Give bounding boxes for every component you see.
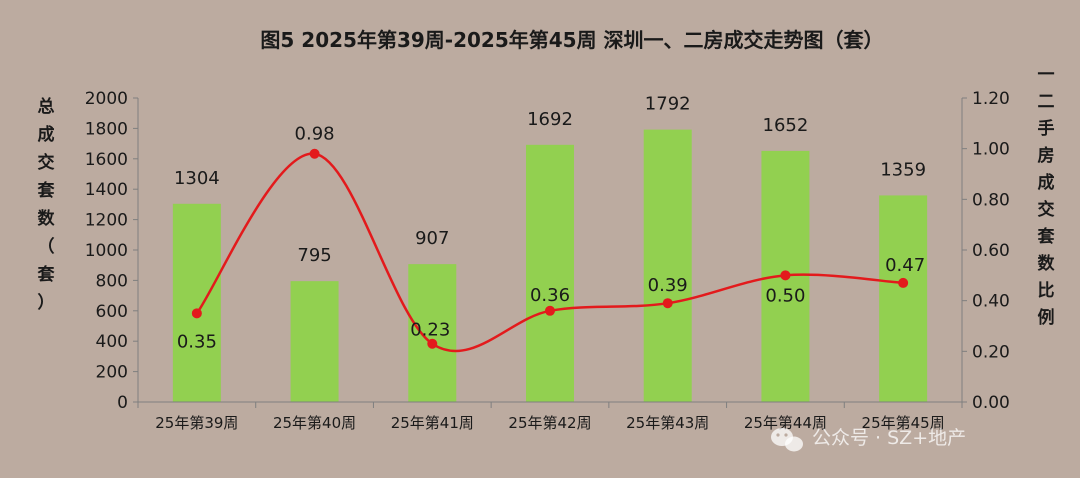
right-axis-title-char: 交 <box>1038 199 1055 220</box>
left-axis-title-char: 数 <box>38 208 56 229</box>
ratio-data-label: 0.36 <box>530 285 570 306</box>
bar-data-label: 907 <box>415 228 449 249</box>
ratio-line <box>195 152 904 353</box>
left-axis: 0 200 400 600 800 1000 1200 1400 1600 1800 2000 <box>85 89 139 413</box>
right-axis-title-char: 二 <box>1038 92 1055 112</box>
left-axis-title-char: 成 <box>38 124 55 145</box>
ratio-data-label: 0.23 <box>410 320 450 341</box>
ratio-point <box>780 270 791 281</box>
chart-title: 图5 2025年第39周-2025年第45周 深圳一、二房成交走势图（套） <box>260 28 883 52</box>
bar <box>526 144 574 403</box>
left-tick-label: 1800 <box>85 119 128 139</box>
bar-data-label: 1692 <box>527 109 573 130</box>
right-tick-label: 0.00 <box>972 393 1010 413</box>
right-tick-label: 0.40 <box>972 292 1010 312</box>
right-tick-label: 0.60 <box>972 241 1010 261</box>
ratio-data-label: 0.39 <box>648 275 688 296</box>
left-tick-label: 1600 <box>85 150 128 170</box>
x-tick-label: 25年第39周 <box>155 414 238 432</box>
right-axis-title-char: 成 <box>1038 172 1055 193</box>
watermark-text: 公众号 · SZ+地产 <box>812 427 966 449</box>
bar <box>408 264 457 402</box>
right-axis-title-char: 套 <box>1037 226 1056 247</box>
watermark-group: 公众号 · SZ+地产 <box>771 427 966 452</box>
left-tick-label: 1000 <box>85 241 128 261</box>
right-tick-label: 1.20 <box>972 89 1010 109</box>
bar-data-label: 1359 <box>880 159 926 180</box>
left-axis-title-char: 交 <box>38 152 55 173</box>
bar-data-label: 1792 <box>645 94 691 115</box>
left-axis-title-char: 总 <box>38 96 55 117</box>
x-axis: 25年第39周 25年第40周 25年第41周 25年第42周 25年第43周 25年第4… <box>137 401 963 432</box>
left-tick-label: 800 <box>96 271 128 291</box>
right-axis-title-char: 房 <box>1038 145 1055 166</box>
ratio-point <box>427 338 438 349</box>
ratio-point <box>898 277 909 288</box>
wechat-icon <box>771 428 803 452</box>
left-axis-title-char: （ <box>38 236 55 257</box>
x-tick-label: 25年第43周 <box>626 414 709 432</box>
left-axis-title-char: 套 <box>37 264 56 285</box>
x-tick-label: 25年第40周 <box>273 414 356 432</box>
right-axis-title-char: 数 <box>1038 253 1056 274</box>
ratio-line-group <box>191 148 909 353</box>
right-axis-title-char: 比 <box>1038 280 1055 301</box>
ratio-data-label: 0.98 <box>295 124 335 145</box>
ratio-point <box>191 308 202 319</box>
left-tick-label: 1200 <box>85 211 128 231</box>
left-tick-label: 600 <box>96 302 128 322</box>
left-tick-label: 1400 <box>85 180 128 200</box>
data-labels-group: 1304 795 907 1692 1792 1652 1359 0.35 0.98 0.23 0.… <box>174 94 926 353</box>
bar-data-label: 795 <box>297 245 331 266</box>
right-tick-label: 1.00 <box>972 140 1010 160</box>
bar <box>172 203 221 402</box>
left-tick-label: 0 <box>117 393 128 413</box>
ratio-data-label: 0.50 <box>765 285 805 306</box>
bar-data-label: 1304 <box>174 168 220 189</box>
right-tick-label: 0.80 <box>972 190 1010 210</box>
right-tick-label: 0.20 <box>972 342 1010 362</box>
bars-group <box>172 129 928 403</box>
right-axis-title-char: 例 <box>1038 307 1055 328</box>
right-axis: 0.00 0.20 0.40 0.60 0.80 1.00 1.20 <box>961 89 1010 413</box>
ratio-point <box>545 305 555 316</box>
left-tick-label: 2000 <box>85 89 128 109</box>
left-axis-title-char: ） <box>38 292 55 313</box>
ratio-point <box>309 148 320 159</box>
left-tick-label: 200 <box>96 363 128 383</box>
left-tick-label: 400 <box>96 332 128 352</box>
x-tick-label: 25年第44周 <box>744 414 827 432</box>
bar-data-label: 1652 <box>763 115 809 136</box>
right-axis-title-char: 手 <box>1038 118 1055 139</box>
ratio-data-label: 0.35 <box>177 331 217 352</box>
bar <box>879 195 928 402</box>
ratio-data-label: 0.47 <box>885 255 925 276</box>
x-tick-label: 25年第42周 <box>508 414 591 432</box>
ratio-point <box>662 298 673 309</box>
right-axis-title-char: 一 <box>1038 65 1055 85</box>
left-axis-title-char: 套 <box>37 180 56 201</box>
bar <box>290 281 339 402</box>
bar <box>643 129 692 402</box>
x-tick-label: 25年第41周 <box>391 414 474 432</box>
x-tick-label: 25年第45周 <box>862 414 945 432</box>
